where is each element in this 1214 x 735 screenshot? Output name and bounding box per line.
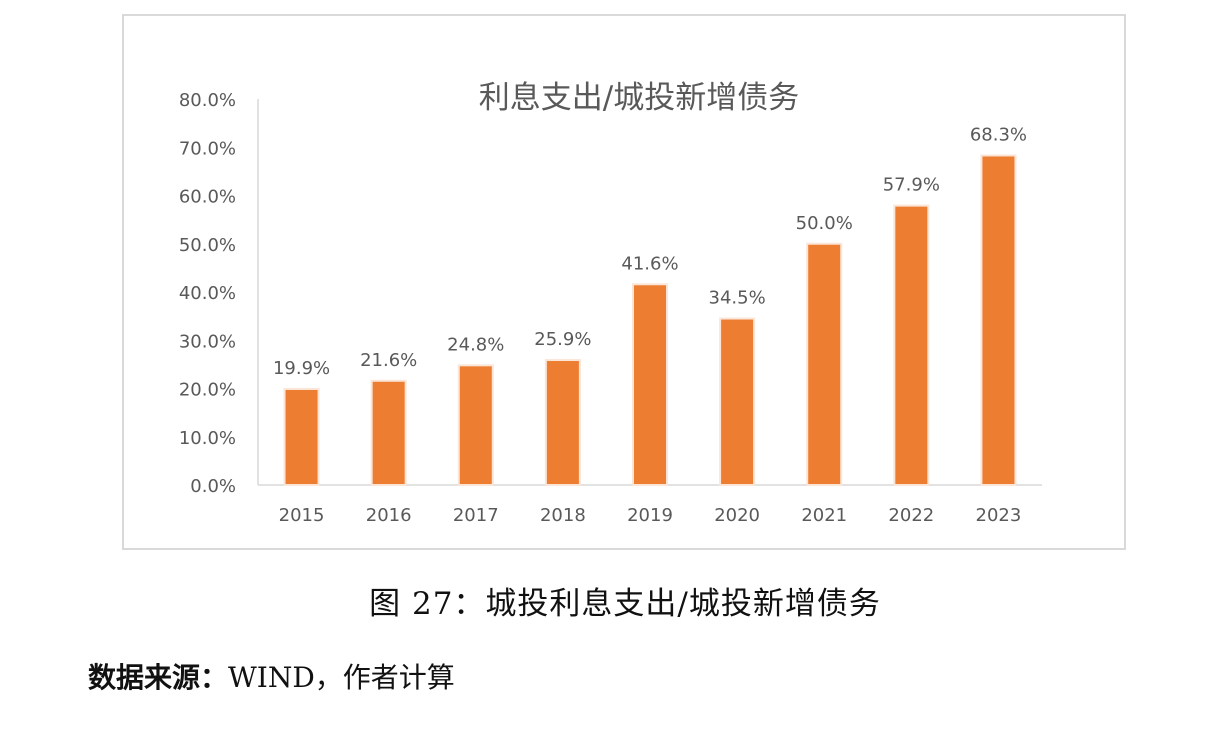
data-labels: 19.9% 21.6% 24.8% 25.9% 41.6% 34.5% 50.0% 57.9%… [273,124,1027,379]
x-tick-label: 2018 [540,505,586,526]
bar-chart: 利息支出/城投新增债务 0.0% 10.0% 20.0% 30.0% 40.0% 50.0… [179,80,1042,526]
x-tick-label: 2017 [453,505,499,526]
source-text: WIND，作者计算 [228,661,455,694]
data-label-2017: 24.8% [447,334,504,355]
y-tick-label: 50.0% [179,235,236,256]
data-label-2016: 21.6% [360,350,417,371]
bar-2022 [893,204,930,486]
y-tick-labels: 0.0% 10.0% 20.0% 30.0% 40.0% 50.0% 60.0% 70.0% 8… [179,90,236,497]
x-tick-label: 2015 [279,505,325,526]
bar-2019 [632,283,668,486]
data-label-2022: 57.9% [883,175,940,196]
bar-2015 [283,387,320,487]
bar-2018 [544,359,581,486]
source-note: 数据来源：WIND，作者计算 [88,656,455,696]
y-tick-label: 20.0% [179,380,236,401]
y-tick-label: 30.0% [179,331,236,352]
data-label-2021: 50.0% [796,213,853,234]
y-tick-label: 70.0% [179,138,236,159]
y-tick-label: 80.0% [179,90,236,111]
data-label-2020: 34.5% [709,288,766,309]
bar-2016 [370,379,407,486]
bar-2023 [980,154,1017,486]
x-tick-labels: 2015 2016 2017 2018 2019 2020 2021 2022 2023 [279,505,1022,526]
data-label-2015: 19.9% [273,358,330,379]
x-tick-label: 2019 [627,505,673,526]
x-tick-label: 2020 [714,505,760,526]
x-tick-label: 2016 [366,505,412,526]
y-tick-label: 10.0% [179,428,236,449]
source-label: 数据来源： [88,661,229,694]
bar-2021 [806,242,843,486]
bar-2017 [457,364,494,486]
x-tick-label: 2022 [888,505,934,526]
y-tick-label: 40.0% [179,283,236,304]
bar-2020 [719,317,756,486]
chart-frame: 利息支出/城投新增债务 0.0% 10.0% 20.0% 30.0% 40.0% 50.0… [122,14,1126,550]
chart-title: 利息支出/城投新增债务 [479,80,799,116]
data-label-2018: 25.9% [534,329,591,350]
y-tick-label: 60.0% [179,187,236,208]
data-label-2023: 68.3% [970,124,1027,145]
bars [283,154,1017,487]
data-label-2019: 41.6% [621,253,678,274]
x-tick-label: 2023 [976,505,1022,526]
y-tick-label: 0.0% [190,476,236,497]
x-tick-label: 2021 [801,505,847,526]
figure-caption: 图 27：城投利息支出/城投新增债务 [369,586,881,622]
